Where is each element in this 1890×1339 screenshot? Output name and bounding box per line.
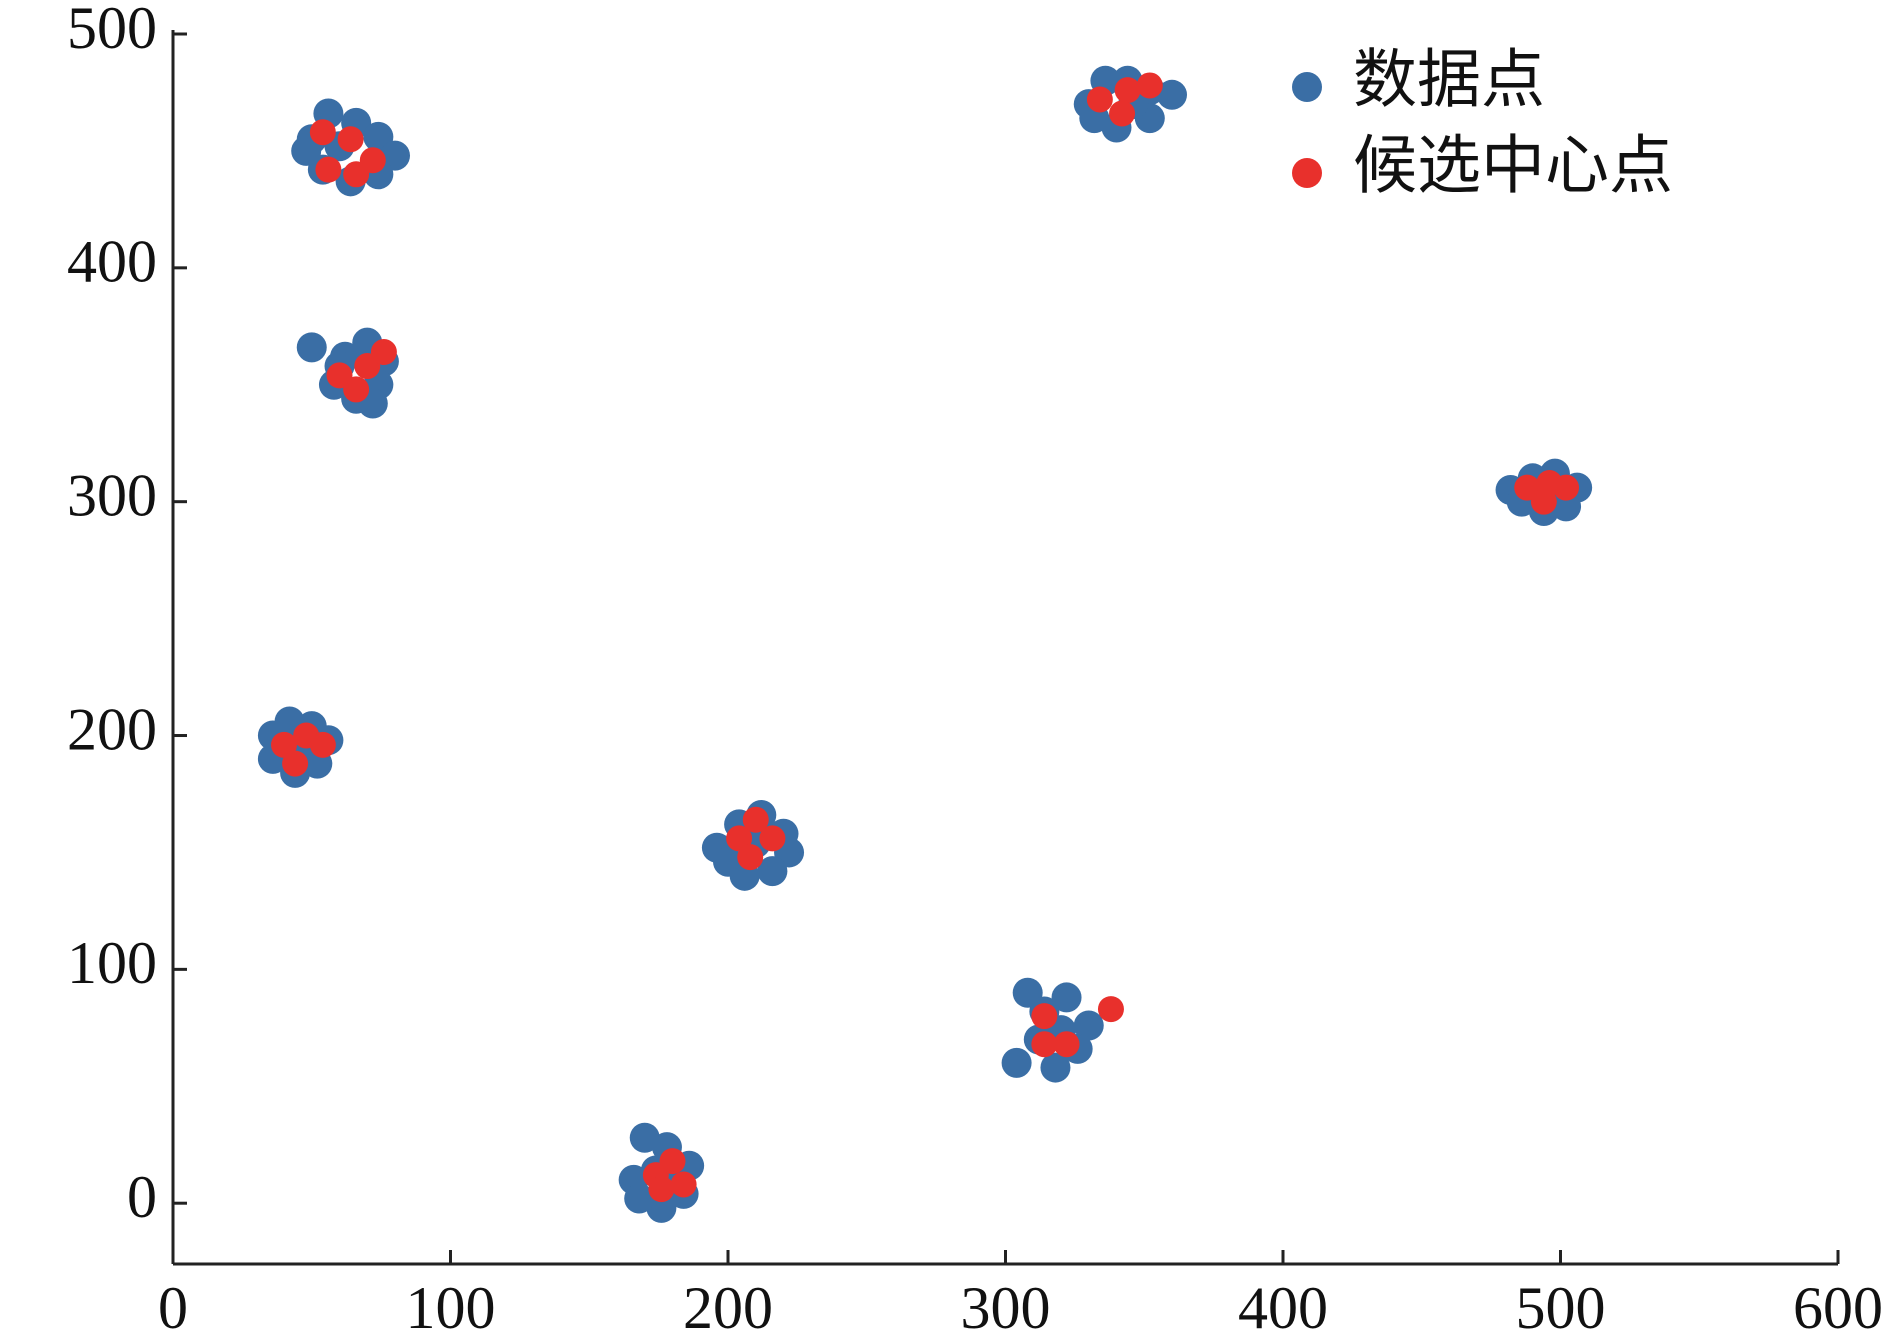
point xyxy=(1053,1031,1080,1058)
point xyxy=(1031,1031,1058,1058)
point xyxy=(759,825,786,852)
y-tick-label: 400 xyxy=(67,229,157,295)
point xyxy=(337,126,364,153)
x-tick-label: 200 xyxy=(683,1275,773,1339)
point xyxy=(1114,77,1141,104)
x-tick-label: 100 xyxy=(406,1275,496,1339)
point xyxy=(271,731,297,758)
x-tick-label: 300 xyxy=(961,1275,1051,1339)
point xyxy=(1040,1052,1071,1083)
y-tick-label: 500 xyxy=(67,0,157,61)
point xyxy=(291,135,322,166)
legend-label: 候选中心点 xyxy=(1353,131,1673,202)
y-tick-label: 100 xyxy=(67,930,157,996)
x-tick-label: 600 xyxy=(1793,1275,1883,1339)
y-tick-label: 300 xyxy=(67,462,157,528)
point xyxy=(659,1148,686,1175)
point xyxy=(1073,1010,1104,1041)
x-tick-label: 500 xyxy=(1516,1275,1606,1339)
point xyxy=(370,339,397,366)
point xyxy=(1051,982,1082,1013)
point xyxy=(309,119,336,146)
y-tick-label: 200 xyxy=(67,696,157,762)
y-tick-label: 0 xyxy=(127,1164,157,1230)
point xyxy=(726,825,753,852)
x-tick-label: 400 xyxy=(1238,1275,1328,1339)
point xyxy=(1536,469,1563,496)
point xyxy=(296,332,327,363)
point xyxy=(343,376,370,403)
point xyxy=(742,806,769,833)
point xyxy=(713,846,743,877)
point xyxy=(1109,100,1136,127)
point xyxy=(1031,1003,1058,1030)
point xyxy=(343,161,370,188)
point xyxy=(1086,86,1113,113)
point xyxy=(1001,1047,1032,1078)
legend-label: 数据点 xyxy=(1353,45,1545,116)
point xyxy=(1097,996,1124,1023)
legend-marker xyxy=(1292,72,1322,102)
legend-marker xyxy=(1292,158,1322,188)
point xyxy=(1157,79,1187,110)
point xyxy=(670,1171,697,1198)
point xyxy=(309,731,336,758)
point xyxy=(737,844,764,871)
point xyxy=(624,1183,655,1214)
point xyxy=(757,856,788,887)
point xyxy=(282,750,309,777)
point xyxy=(1136,72,1163,99)
x-tick-label: 0 xyxy=(158,1275,188,1339)
point xyxy=(315,156,342,183)
point xyxy=(648,1176,675,1203)
